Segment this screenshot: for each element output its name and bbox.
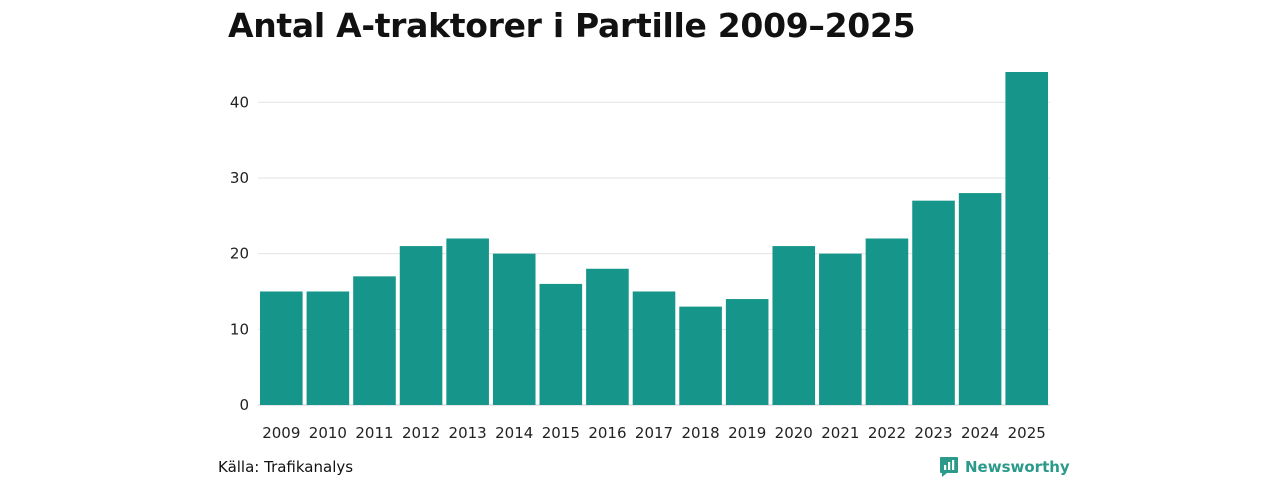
y-tick-label: 0 — [239, 396, 249, 414]
y-tick-label: 40 — [230, 93, 249, 111]
bar-2016 — [586, 268, 629, 405]
bar-2018 — [679, 306, 722, 405]
y-tick-label: 20 — [230, 245, 249, 263]
y-axis-ticks: 0 10 20 30 40 — [230, 93, 249, 414]
bar-2019 — [725, 299, 769, 405]
x-tick-label: 2013 — [449, 424, 487, 442]
brand-logo: Newsworthy — [939, 455, 1070, 479]
bar-2025 — [1005, 72, 1048, 405]
x-tick-label: 2024 — [961, 424, 999, 442]
bar-2021 — [819, 253, 862, 405]
x-tick-label: 2011 — [355, 424, 393, 442]
bars — [260, 72, 1048, 405]
bar-2014 — [492, 253, 536, 405]
bar-2024 — [958, 193, 1002, 405]
bar-2020 — [772, 246, 816, 405]
x-tick-label: 2015 — [542, 424, 580, 442]
x-tick-label: 2019 — [728, 424, 766, 442]
newsworthy-logo-icon — [940, 457, 958, 477]
bar-2022 — [865, 238, 909, 405]
x-tick-label: 2017 — [635, 424, 673, 442]
bar-2009 — [260, 291, 303, 405]
x-tick-label: 2022 — [868, 424, 906, 442]
x-axis-ticks: 2009 2010 2011 2012 2013 2014 2015 2016 2017 2018… — [262, 424, 1046, 442]
bar-2023 — [912, 200, 955, 405]
x-tick-label: 2021 — [821, 424, 859, 442]
x-tick-label: 2009 — [262, 424, 300, 442]
y-tick-label: 30 — [230, 169, 249, 187]
x-tick-label: 2012 — [402, 424, 440, 442]
y-tick-label: 10 — [230, 320, 249, 338]
x-tick-label: 2023 — [914, 424, 952, 442]
brand-name: Newsworthy — [965, 458, 1070, 476]
x-tick-label: 2025 — [1008, 424, 1046, 442]
bar-2011 — [353, 276, 396, 405]
bar-2017 — [632, 291, 676, 405]
bar-2013 — [446, 238, 489, 405]
x-tick-label: 2016 — [588, 424, 626, 442]
x-tick-label: 2020 — [775, 424, 813, 442]
chart-title: Antal A-traktorer i Partille 2009–2025 — [228, 6, 916, 45]
bar-2010 — [306, 291, 350, 405]
bar-2012 — [399, 246, 443, 405]
x-tick-label: 2010 — [309, 424, 347, 442]
source-note: Källa: Trafikanalys — [218, 458, 354, 476]
x-tick-label: 2018 — [681, 424, 719, 442]
bar-2015 — [539, 283, 583, 405]
x-tick-label: 2014 — [495, 424, 533, 442]
